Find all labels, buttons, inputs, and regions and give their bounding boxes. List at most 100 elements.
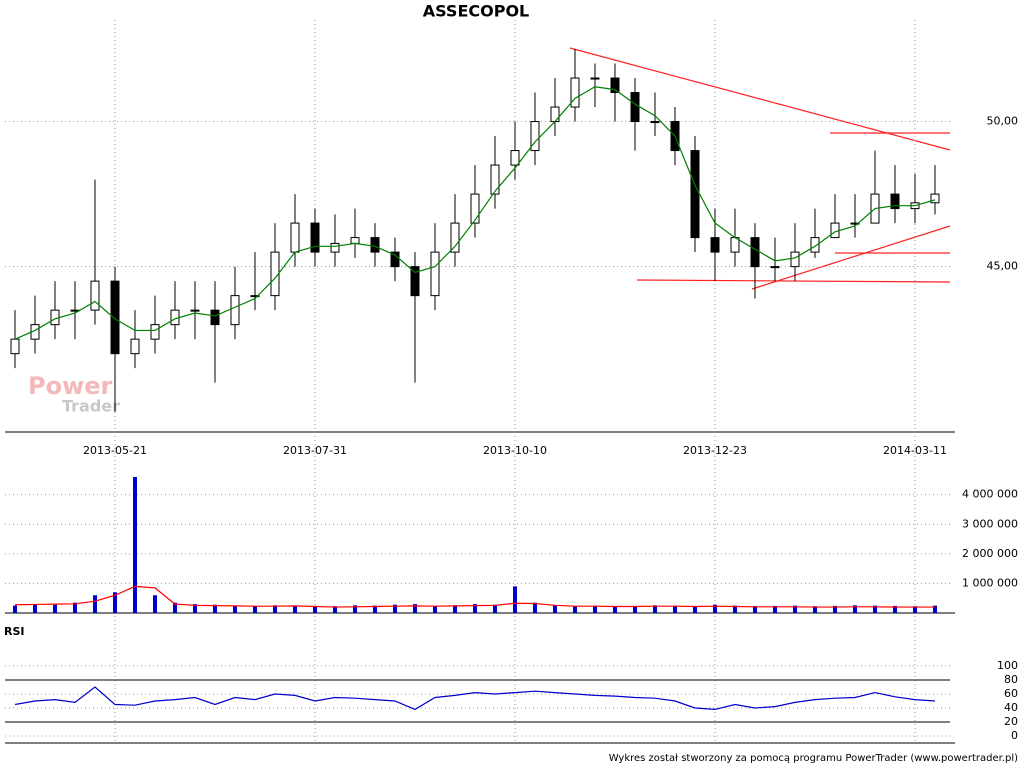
volume-bar (433, 605, 437, 613)
volume-bar (773, 605, 777, 613)
y-tick-label: 0 (1011, 729, 1018, 742)
candle-body (570, 77, 580, 108)
volume-bar (153, 595, 157, 613)
volume-bar (673, 605, 677, 613)
candle-body (130, 338, 140, 355)
volume-bar (313, 605, 317, 613)
volume-bar (893, 605, 897, 613)
volume-bar (133, 476, 137, 613)
volume-bar (833, 605, 837, 613)
volume-bar (573, 605, 577, 613)
volume-bar (293, 605, 297, 613)
volume-bar (733, 605, 737, 613)
y-tick-label: 45,00 (987, 260, 1019, 273)
y-tick-label: 60 (1004, 687, 1018, 700)
volume-bar (233, 605, 237, 613)
volume-bar (273, 605, 277, 613)
candle-body (310, 222, 320, 253)
volume-bar (593, 605, 597, 613)
volume-bar (253, 606, 257, 613)
candle-body (890, 193, 900, 210)
y-tick-label: 4 000 000 (962, 488, 1018, 501)
volume-bar (173, 602, 177, 613)
moving-average (14, 86, 936, 340)
volume-bar (213, 604, 217, 613)
candle-body (610, 77, 620, 94)
y-tick-label: 80 (1004, 673, 1018, 686)
volume-bar (33, 604, 37, 613)
candle-body (470, 193, 480, 224)
candle-body (250, 295, 260, 298)
candle-body (850, 222, 860, 225)
candle-body (770, 266, 780, 269)
volume-bar (633, 605, 637, 613)
volume-bar (413, 604, 417, 613)
trend-lines (569, 47, 951, 290)
volume-bar (533, 602, 537, 613)
candle-body (650, 121, 660, 124)
candle-body (90, 280, 100, 311)
candle-body (510, 150, 520, 166)
x-tick-label: 2013-10-10 (483, 444, 547, 457)
candle-body (210, 309, 220, 326)
candle-body (350, 237, 360, 244)
volume-bar (373, 605, 377, 613)
volume-bar (53, 604, 57, 613)
candle-body (390, 251, 400, 268)
x-tick-label: 2013-05-21 (83, 444, 147, 457)
volume-bar (473, 604, 477, 613)
y-tick-label: 100 (997, 659, 1018, 672)
volume-bar (453, 605, 457, 613)
candle-body (530, 121, 540, 152)
candle-body (10, 338, 20, 355)
candle-body (330, 242, 340, 253)
candle-body (230, 295, 240, 326)
candle-body (410, 266, 420, 297)
candle-body (50, 309, 60, 326)
candle-body (750, 237, 760, 268)
volume-bar (873, 605, 877, 613)
volume-bar (493, 604, 497, 613)
volume-bar (933, 605, 937, 613)
volume-bar (93, 595, 97, 613)
candle-body (170, 309, 180, 326)
volume-bar (193, 604, 197, 613)
candle-body (150, 324, 160, 340)
y-tick-label: 2 000 000 (962, 547, 1018, 560)
candle-body (550, 106, 560, 123)
candle-body (630, 92, 640, 123)
candle-body (430, 251, 440, 297)
candle-body (110, 280, 120, 355)
candle-body (590, 77, 600, 80)
y-tick-label: 20 (1004, 715, 1018, 728)
candle-body (930, 193, 940, 204)
volume-average (14, 585, 935, 608)
volume-bar (113, 592, 117, 613)
candle-body (370, 237, 380, 253)
watermark: Power (28, 372, 113, 400)
y-tick-label: 1 000 000 (962, 576, 1018, 589)
trend-line (636, 279, 951, 283)
candle-body (690, 150, 700, 239)
volume-bar (613, 606, 617, 613)
volume-bar (693, 605, 697, 613)
candle-body (190, 309, 200, 312)
volume-bar (813, 606, 817, 613)
candle-body (710, 237, 720, 253)
candle-body (290, 222, 300, 253)
candle-body (830, 222, 840, 239)
volume-bar (753, 606, 757, 613)
volume-bar (793, 605, 797, 613)
x-tick-label: 2014-03-11 (883, 444, 947, 457)
rsi-label: RSI (4, 625, 25, 638)
volume-bar (73, 602, 77, 613)
volume-bar (513, 586, 517, 613)
volume-bar (353, 605, 357, 613)
candle-body (490, 164, 500, 195)
volume-bar (333, 606, 337, 613)
candle-body (810, 237, 820, 253)
trend-line (751, 225, 951, 290)
volume-bar (653, 605, 657, 613)
y-tick-label: 50,00 (987, 115, 1019, 128)
